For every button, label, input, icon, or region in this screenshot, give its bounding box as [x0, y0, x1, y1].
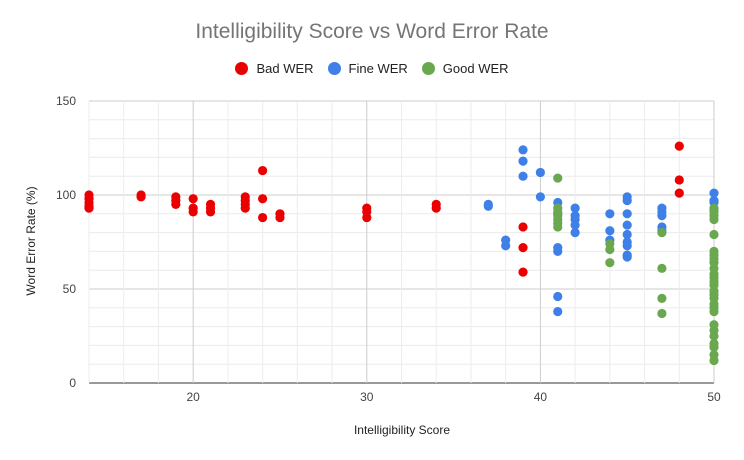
- data-point-fine-wer[interactable]: [535, 192, 545, 202]
- legend-label-fine-wer: Fine WER: [348, 61, 408, 76]
- data-point-bad-wer[interactable]: [518, 267, 528, 277]
- data-point-bad-wer[interactable]: [258, 194, 268, 204]
- data-point-fine-wer[interactable]: [605, 209, 615, 219]
- data-point-bad-wer[interactable]: [258, 165, 268, 176]
- x-tick-label: 30: [360, 390, 374, 404]
- data-point-good-wer[interactable]: [657, 263, 667, 273]
- data-point-bad-wer[interactable]: [431, 203, 441, 213]
- data-point-fine-wer[interactable]: [501, 241, 511, 251]
- data-point-fine-wer[interactable]: [553, 246, 563, 256]
- data-point-good-wer[interactable]: [709, 214, 719, 225]
- data-point-bad-wer[interactable]: [674, 175, 684, 185]
- data-point-fine-wer[interactable]: [553, 306, 563, 317]
- y-tick-label: 100: [56, 188, 76, 202]
- data-point-fine-wer[interactable]: [535, 167, 545, 178]
- grid-layer: [88, 100, 715, 384]
- data-point-good-wer[interactable]: [605, 258, 615, 268]
- data-point-fine-wer[interactable]: [570, 228, 580, 238]
- data-point-fine-wer[interactable]: [483, 201, 493, 211]
- points-layer: [84, 141, 719, 366]
- data-point-bad-wer[interactable]: [136, 192, 146, 202]
- data-point-bad-wer[interactable]: [362, 212, 372, 223]
- data-point-fine-wer[interactable]: [657, 211, 667, 221]
- chart-title: Intelligibility Score vs Word Error Rate: [195, 20, 549, 43]
- x-tick-label: 50: [707, 390, 721, 404]
- legend-swatch-bad-wer: [235, 62, 249, 75]
- x-axis-label: Intelligibility Score: [354, 423, 450, 437]
- data-point-fine-wer[interactable]: [622, 252, 632, 262]
- data-point-good-wer[interactable]: [709, 229, 719, 240]
- data-point-fine-wer[interactable]: [622, 229, 632, 240]
- legend-item-fine-wer[interactable]: Fine WER: [327, 61, 408, 76]
- legend-label-bad-wer: Bad WER: [256, 61, 314, 76]
- data-point-fine-wer[interactable]: [518, 171, 528, 181]
- data-point-bad-wer[interactable]: [518, 222, 528, 232]
- data-point-bad-wer[interactable]: [674, 188, 684, 198]
- data-point-fine-wer[interactable]: [518, 145, 528, 155]
- legend-item-bad-wer[interactable]: Bad WER: [235, 61, 314, 76]
- data-point-fine-wer[interactable]: [605, 226, 615, 236]
- legend: Bad WER Fine WER Good WER: [0, 61, 744, 76]
- legend-swatch-fine-wer: [327, 62, 341, 75]
- x-tick-label: 40: [534, 390, 548, 404]
- data-point-good-wer[interactable]: [657, 293, 667, 303]
- legend-label-good-wer: Good WER: [442, 61, 509, 76]
- data-point-bad-wer[interactable]: [240, 203, 250, 213]
- data-point-fine-wer[interactable]: [553, 291, 563, 302]
- data-point-bad-wer[interactable]: [258, 212, 268, 223]
- legend-item-good-wer[interactable]: Good WER: [421, 61, 509, 76]
- data-point-good-wer[interactable]: [553, 222, 563, 232]
- data-point-fine-wer[interactable]: [622, 196, 632, 206]
- y-tick-label: 0: [69, 376, 76, 390]
- legend-swatch-good-wer: [421, 62, 435, 75]
- data-point-bad-wer[interactable]: [188, 207, 198, 217]
- tick-layer: 0 50 100 150 20 30 40 50: [56, 94, 721, 404]
- data-point-good-wer[interactable]: [605, 244, 615, 255]
- data-point-fine-wer[interactable]: [518, 156, 528, 166]
- data-point-bad-wer[interactable]: [171, 199, 181, 209]
- data-point-bad-wer[interactable]: [518, 243, 528, 253]
- data-point-good-wer[interactable]: [657, 228, 667, 238]
- y-tick-label: 150: [56, 94, 76, 108]
- data-point-bad-wer[interactable]: [205, 207, 216, 217]
- data-point-bad-wer[interactable]: [84, 203, 94, 213]
- data-point-bad-wer[interactable]: [188, 194, 198, 204]
- data-point-bad-wer[interactable]: [674, 141, 684, 151]
- x-tick-label: 20: [186, 390, 200, 404]
- data-point-fine-wer[interactable]: [622, 241, 632, 251]
- data-point-bad-wer[interactable]: [275, 212, 285, 223]
- data-point-fine-wer[interactable]: [570, 220, 580, 230]
- data-point-fine-wer[interactable]: [622, 209, 632, 219]
- data-point-fine-wer[interactable]: [570, 203, 580, 213]
- y-axis-label: Word Error Rate (%): [24, 186, 38, 295]
- data-point-good-wer[interactable]: [709, 355, 719, 366]
- data-point-fine-wer[interactable]: [709, 188, 719, 198]
- y-tick-label: 50: [63, 282, 77, 296]
- data-point-fine-wer[interactable]: [622, 220, 632, 230]
- data-point-good-wer[interactable]: [709, 306, 719, 317]
- data-point-good-wer[interactable]: [553, 173, 563, 183]
- data-point-good-wer[interactable]: [709, 331, 719, 341]
- data-point-good-wer[interactable]: [657, 308, 667, 319]
- data-point-good-wer[interactable]: [709, 342, 719, 352]
